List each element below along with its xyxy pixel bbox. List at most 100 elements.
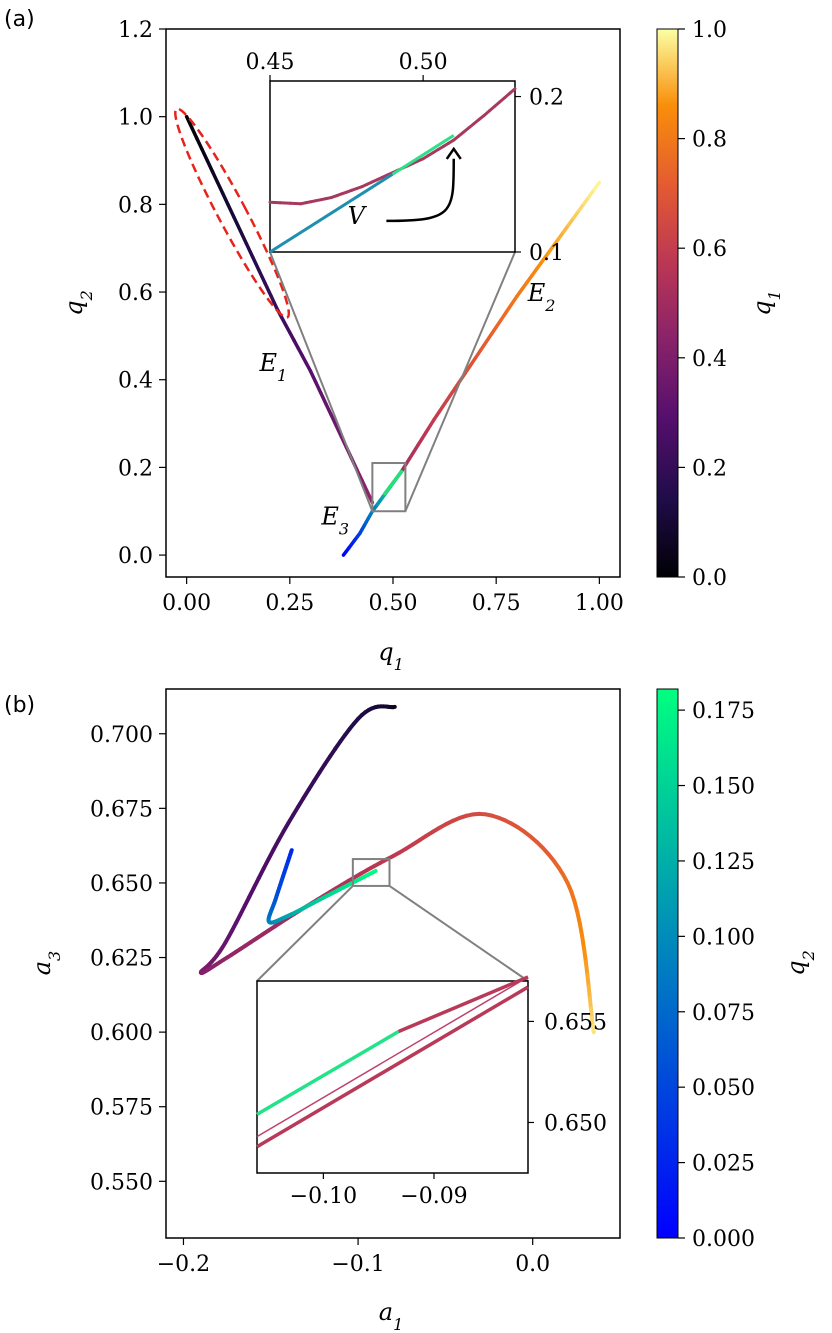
branch-e1-segment [334, 424, 344, 439]
xtick-a-label: 1.00 [575, 591, 624, 616]
branch-e1 [184, 114, 375, 505]
ytick-a-label: 0.0 [118, 544, 153, 569]
branch-e1-segment [232, 215, 243, 233]
colorbar-b-tick-label: 0.075 [692, 1001, 755, 1026]
ytick-a-label: 0.2 [118, 456, 153, 481]
colorbar-a-tick-label: 0.2 [692, 456, 727, 481]
colorbar-a-tick-label: 0.8 [692, 128, 727, 153]
inset-a-upper [268, 87, 517, 206]
inset-a-upper-segment [508, 87, 517, 95]
colorbar-a-tick-label: 0.6 [692, 237, 727, 262]
curve-upper-loop [198, 704, 596, 1035]
inset-b-ytick-label: 0.650 [544, 1111, 607, 1136]
curve-lower-branch [266, 848, 378, 925]
branch-e1-segment [238, 228, 249, 246]
curve-upper-loop-segment [575, 910, 582, 927]
xtick-a-label: 0.75 [472, 591, 521, 616]
inset-a-lower-blue [269, 173, 394, 254]
branch-e1-segment [200, 147, 210, 163]
branch-e1-segment [195, 136, 204, 152]
ytick-a-label: 0.6 [118, 281, 153, 306]
branch-e1-segment [184, 114, 194, 130]
colorbar-a-tick-label: 0.4 [692, 347, 727, 372]
annotation-e2: E2 [527, 279, 556, 315]
panel-b-xlabel: a1 [379, 1298, 404, 1333]
branch-e1-segment [210, 169, 220, 185]
panel-b-frame [165, 688, 621, 1239]
branch-e1-segment [313, 380, 323, 395]
inset-a-xtick-label: 0.50 [399, 50, 448, 75]
ytick-b-label: 0.650 [90, 872, 153, 897]
branch-e1-segment [221, 191, 230, 207]
xtick-b-label: −0.2 [157, 1252, 210, 1277]
inset-b-line-upper [397, 975, 529, 1034]
colorbar-b-ticks: 0.000 0.025 0.050 0.075 0.100 0.125 0.150 0.175 [678, 699, 755, 1252]
xtick-a-label: 0.25 [265, 591, 314, 616]
branch-e1-segment [244, 242, 255, 259]
xtick-a-label: 0.00 [162, 591, 211, 616]
inset-b-line-green [256, 1030, 400, 1116]
ytick-a-label: 1.2 [118, 18, 153, 43]
dashed-ellipse [174, 107, 291, 319]
colorbar-b-frame [656, 688, 679, 1239]
branch-e1-segment [269, 294, 280, 312]
branch-e1-segment [215, 180, 225, 196]
curve-upper-loop-segment [582, 947, 588, 964]
colorbar-b-tick-label: 0.000 [692, 1227, 755, 1252]
colorbar-a-frame [656, 28, 679, 578]
branch-e1-segment [226, 202, 236, 220]
inset-a-arrow-label: V [348, 202, 368, 230]
panel-b-marks: −0.10 −0.09 0.650 0.655 [198, 704, 607, 1209]
inset-b-xtick-label: −0.10 [290, 1184, 357, 1209]
panel-a-ticks: 0.00 0.25 0.50 0.75 1.00 0.0 0.2 0.4 0.6 0.8 1.0 1.… [118, 18, 624, 616]
inset-a-arrow [386, 158, 455, 223]
zoom-box-b [351, 858, 391, 887]
colorbar-b-tick-label: 0.175 [692, 699, 755, 724]
ytick-b-label: 0.625 [90, 947, 153, 972]
curve-upper-loop-segment [583, 959, 590, 977]
inset-a-arrowhead [445, 146, 462, 160]
curve-upper-loop-segment [580, 934, 587, 952]
ytick-b-label: 0.700 [90, 723, 153, 748]
curve-upper-loop-segment [590, 1023, 596, 1035]
colorbar-b-tick-label: 0.050 [692, 1076, 755, 1101]
ytick-a-label: 0.8 [118, 193, 153, 218]
branch-e1-segment [190, 125, 199, 141]
branch-e1-segment [308, 369, 318, 384]
inset-a-frame [269, 80, 516, 253]
branch-e2-highlight [382, 470, 404, 496]
curve-lower-branch-segment [371, 869, 378, 875]
colorbar-a [657, 29, 678, 577]
ytick-b-label: 0.600 [90, 1021, 153, 1046]
colorbar-b-label: q2 [782, 950, 818, 976]
inset-a-curves [268, 87, 517, 254]
curve-upper-loop-segment [585, 972, 591, 989]
branch-e1-segment [329, 413, 338, 428]
inset-b-xtick-label: −0.09 [400, 1184, 467, 1209]
branch-e1-segment [250, 255, 261, 272]
zoom-connector-a-left [269, 251, 374, 512]
inset-b-ytick-label: 0.655 [544, 1010, 607, 1035]
zoom-box-a [371, 462, 407, 513]
ytick-b-label: 0.575 [90, 1096, 153, 1121]
inset-a-xtick-label: 0.45 [246, 50, 295, 75]
ytick-a-label: 0.4 [118, 369, 153, 394]
branch-e1-segment [319, 391, 328, 406]
inset-a-ytick-label: 0.1 [529, 241, 564, 266]
curve-upper-loop-segment [577, 922, 585, 939]
inset-a-lower-green [391, 134, 455, 176]
panel-b-label: (b) [4, 693, 35, 718]
panel-a-ylabel: q2 [60, 290, 96, 316]
panel-a-label: (a) [4, 7, 35, 32]
colorbar-b-tick-label: 0.150 [692, 775, 755, 800]
branch-e2-segment [592, 180, 602, 192]
annotation-e1: E1 [258, 349, 287, 385]
branch-e1-segment [263, 281, 273, 299]
inset-b-line-lower-edge [256, 976, 529, 1138]
colorbar-a-tick-label: 0.0 [692, 566, 727, 591]
annotation-e3: E3 [320, 502, 349, 538]
colorbar-a-tick-label: 1.0 [692, 18, 727, 43]
xtick-b-label: 0.0 [515, 1252, 550, 1277]
colorbar-b [657, 689, 678, 1238]
colorbar-a-ticks: 0.0 0.2 0.4 0.6 0.8 1.0 [678, 18, 727, 591]
